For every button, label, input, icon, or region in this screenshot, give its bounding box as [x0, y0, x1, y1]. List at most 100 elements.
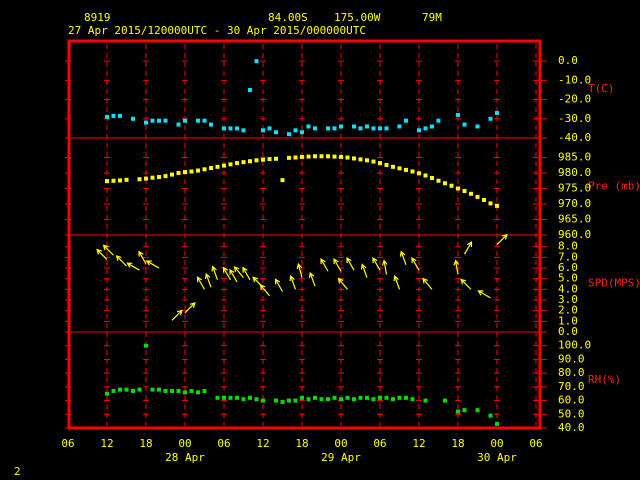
data-point	[404, 395, 408, 400]
data-point	[495, 111, 499, 116]
data-point	[339, 154, 343, 159]
data-point	[267, 126, 272, 131]
data-point	[456, 186, 460, 191]
data-point	[105, 391, 109, 396]
data-point	[365, 124, 369, 129]
data-point	[176, 171, 181, 176]
data-point	[326, 126, 330, 131]
data-point	[319, 397, 324, 402]
data-point	[462, 122, 467, 127]
data-point	[267, 157, 272, 162]
period: 27 Apr 2015/120000UTC - 30 Apr 2015/0000…	[68, 24, 366, 37]
data-point	[248, 159, 252, 164]
data-point	[261, 128, 265, 133]
data-point	[254, 397, 259, 402]
wind-arrow	[360, 263, 368, 278]
x-tick-label: 06	[217, 437, 230, 450]
data-point	[482, 197, 486, 202]
y-tick-label: -20.0	[558, 93, 591, 106]
data-point	[475, 408, 480, 413]
data-point	[183, 118, 187, 123]
data-point	[313, 154, 317, 159]
data-point	[352, 156, 356, 161]
data-point	[150, 118, 155, 123]
wind-arrow	[496, 233, 508, 246]
data-point	[397, 124, 402, 129]
wind-arrow	[460, 278, 472, 290]
y-tick-label: 80.0	[558, 366, 585, 379]
data-point	[150, 387, 155, 392]
wind-arrow	[453, 259, 460, 275]
data-point	[254, 59, 259, 64]
x-tick-label: 00	[490, 437, 503, 450]
data-point	[300, 154, 304, 159]
data-point	[319, 154, 324, 159]
data-point	[352, 124, 356, 129]
y-tick-label: 960.0	[558, 228, 591, 241]
y-tick-label: -30.0	[558, 112, 591, 125]
wind-arrow	[184, 302, 196, 314]
data-point	[105, 179, 109, 184]
data-point	[144, 176, 148, 181]
data-point	[131, 388, 135, 393]
wind-arrow	[422, 277, 433, 290]
data-point	[196, 390, 200, 395]
data-point	[196, 168, 200, 173]
data-point	[358, 395, 363, 400]
data-point	[235, 126, 239, 131]
data-point	[306, 154, 311, 159]
data-point	[196, 118, 200, 123]
wind-arrow	[171, 309, 183, 321]
data-point	[443, 398, 447, 403]
wind-arrow	[102, 244, 114, 256]
y-tick-label: 100.0	[558, 339, 591, 352]
data-point	[423, 126, 428, 131]
data-point	[189, 388, 194, 393]
data-point	[443, 181, 447, 186]
data-point	[365, 395, 369, 400]
y-tick-label: 980.0	[558, 166, 591, 179]
data-point	[241, 397, 246, 402]
wind-arrow	[204, 272, 212, 288]
y-tick-label: 90.0	[558, 352, 585, 365]
data-point	[157, 118, 161, 123]
data-point	[378, 126, 382, 131]
x-tick-label: 00	[334, 437, 347, 450]
data-point	[131, 116, 135, 121]
wind-arrow	[411, 256, 420, 271]
data-point	[124, 387, 129, 392]
wind-arrow	[96, 248, 108, 260]
y-tick-label: 965.0	[558, 213, 591, 226]
plot-layer: 06 12 18 00 06 12 18 00 06 12 18 00 06 28 Apr 29 Apr 30…	[61, 44, 640, 464]
wind-arrow	[196, 276, 206, 290]
data-point	[423, 173, 428, 178]
data-point	[176, 122, 181, 127]
data-point	[235, 395, 239, 400]
data-point	[404, 118, 408, 123]
wind-arrow	[372, 256, 381, 271]
data-point	[137, 387, 142, 392]
data-point	[391, 164, 395, 169]
y-tick-label: 7.0	[558, 250, 578, 263]
data-point	[293, 128, 298, 133]
data-point	[274, 398, 278, 403]
data-point	[163, 388, 168, 393]
data-point	[339, 124, 343, 129]
data-point	[287, 132, 291, 137]
wind-arrow	[222, 266, 232, 281]
data-point	[248, 395, 252, 400]
data-point	[313, 126, 317, 131]
data-point	[144, 343, 148, 348]
data-point	[352, 397, 356, 402]
data-point	[222, 395, 226, 400]
data-point	[118, 387, 122, 392]
wind-arrow	[211, 265, 219, 280]
data-point	[332, 154, 337, 159]
y-tick-label: 3.0	[558, 293, 578, 306]
station-id: 8919	[84, 11, 111, 24]
data-point	[345, 395, 350, 400]
data-point	[157, 175, 161, 180]
y-tick-label: 70.0	[558, 380, 585, 393]
wind-arrow	[477, 290, 491, 299]
data-point	[300, 395, 304, 400]
